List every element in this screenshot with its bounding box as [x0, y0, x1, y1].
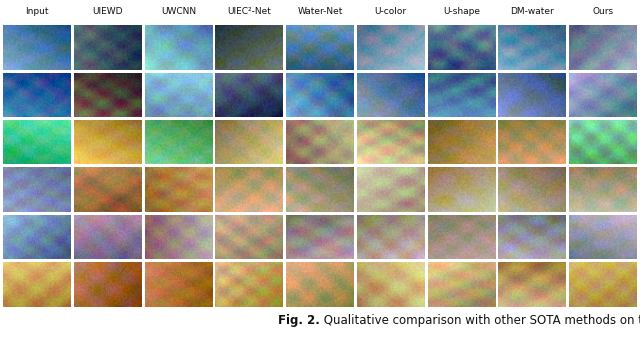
- Text: Qualitative comparison with other SOTA methods on the UIEBD and LSUI datasets.: Qualitative comparison with other SOTA m…: [320, 314, 640, 327]
- Text: DM-water: DM-water: [510, 7, 554, 16]
- Text: U-color: U-color: [374, 7, 407, 16]
- Text: Input: Input: [26, 7, 49, 16]
- Text: UWCNN: UWCNN: [161, 7, 196, 16]
- Text: U-shape: U-shape: [443, 7, 480, 16]
- Text: UIEWD: UIEWD: [93, 7, 123, 16]
- Text: Fig. 2.: Fig. 2.: [278, 314, 320, 327]
- Text: Water-Net: Water-Net: [298, 7, 342, 16]
- Text: Ours: Ours: [592, 7, 613, 16]
- Text: UIEC²-Net: UIEC²-Net: [227, 7, 271, 16]
